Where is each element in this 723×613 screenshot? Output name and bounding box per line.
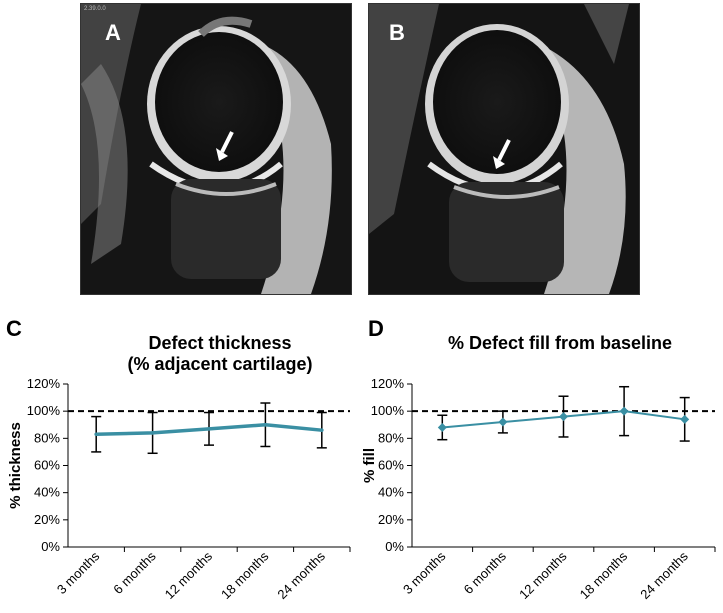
data-point — [498, 417, 508, 427]
x-tick-label: 18 months — [577, 548, 631, 602]
y-tick-label: 120% — [27, 376, 61, 391]
arrow-icon — [216, 131, 234, 161]
y-tick-label: 0% — [41, 539, 60, 554]
y-tick-label: 20% — [34, 512, 60, 527]
y-tick-label: 20% — [378, 512, 404, 527]
chart-c-title-line-1: Defect thickness — [148, 333, 292, 353]
x-tick-label: 6 months — [110, 548, 159, 597]
chart-defect-fill: 0% 20% 40% 60% 80% 100% 120% 3 months 6 months 12… — [361, 376, 716, 602]
panel-b-letter: B — [389, 20, 405, 45]
y-tick-label: 60% — [34, 458, 60, 473]
data-point — [320, 428, 324, 432]
chart-d-title: % Defect fill from baseline — [405, 333, 715, 354]
y-axis-label: % thickness — [7, 422, 24, 509]
arrow-icon — [493, 139, 511, 169]
y-tick-label: 60% — [378, 458, 404, 473]
y-tick-label: 100% — [27, 403, 61, 418]
chart-d-title-line-1: % Defect fill from baseline — [447, 333, 673, 353]
y-tick-label: 80% — [34, 430, 60, 445]
image-corner-text: 2.39.0.0 — [84, 6, 106, 12]
y-tick-label: 120% — [371, 376, 405, 391]
x-tick-label: 12 months — [162, 548, 216, 602]
x-tick-label: 6 months — [461, 548, 510, 597]
panel-a-letter: A — [105, 20, 121, 45]
data-point — [680, 414, 690, 424]
data-point — [150, 431, 155, 435]
data-point — [437, 422, 447, 432]
chart-defect-thickness: 0% 20% 40% 60% 80% 100% 120% 3 months 6 months 12… — [7, 376, 351, 602]
y-tick-label: 80% — [378, 430, 404, 445]
mri-image-b: B — [368, 3, 640, 295]
data-point — [619, 406, 629, 416]
y-axis-label: % fill — [361, 448, 378, 483]
y-tick-label: 100% — [371, 403, 405, 418]
chart-c-title: Defect thickness (% adjacent cartilage) — [90, 333, 350, 375]
data-point — [94, 432, 98, 437]
data-point — [207, 427, 211, 431]
y-tick-label: 0% — [385, 539, 404, 554]
x-tick-label: 18 months — [218, 548, 272, 602]
chart-c-title-line-2: (% adjacent cartilage) — [127, 354, 313, 374]
y-tick-label: 40% — [378, 485, 404, 500]
x-tick-label: 24 months — [274, 548, 328, 602]
mri-image-a: A 2.39.0.0 — [80, 3, 352, 295]
x-tick-label: 12 months — [516, 548, 570, 602]
x-tick-label: 3 months — [400, 548, 449, 597]
panel-d-letter: D — [368, 316, 384, 341]
x-tick-label: 24 months — [637, 548, 691, 602]
x-tick-label: 3 months — [54, 548, 103, 597]
data-point — [263, 422, 268, 427]
y-tick-label: 40% — [34, 485, 60, 500]
data-point — [559, 412, 568, 422]
panel-c-letter: C — [6, 316, 22, 341]
